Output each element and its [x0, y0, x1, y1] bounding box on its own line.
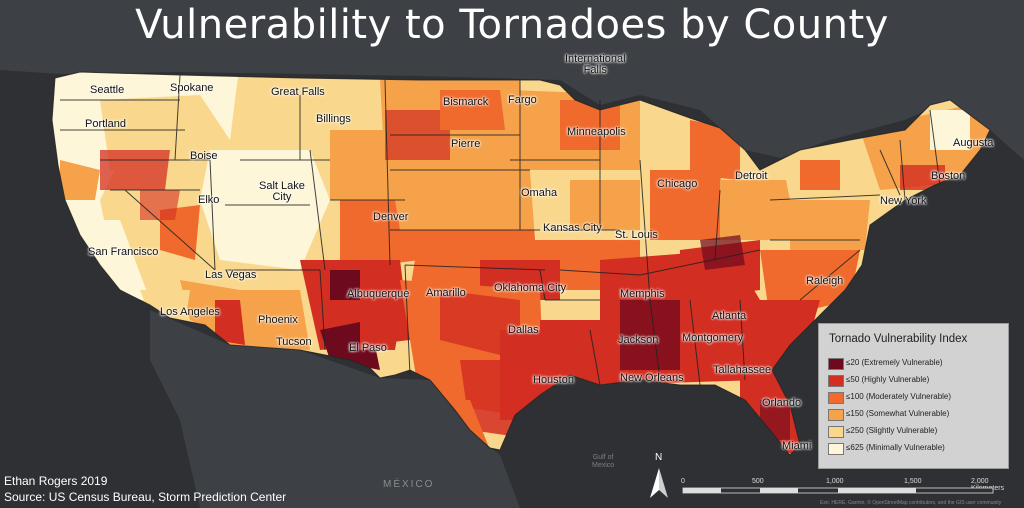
city-label-pierre: Pierre	[451, 138, 481, 150]
city-label-miami: Miami	[782, 440, 812, 452]
mexico-label: MÉXICO	[383, 479, 435, 490]
city-label-salt-lake-city: Salt Lake City	[259, 180, 305, 203]
city-label-tucson: Tucson	[276, 336, 312, 348]
city-label-dallas: Dallas	[508, 324, 539, 336]
city-label-billings: Billings	[316, 113, 351, 125]
scale-tick-1500: 1,500	[904, 478, 922, 485]
city-label-boise: Boise	[190, 150, 218, 162]
legend: Tornado Vulnerability Index ≤20 (Extreme…	[818, 323, 1009, 469]
legend-swatch-minimal	[828, 443, 844, 455]
city-label-st-louis: St. Louis	[615, 229, 658, 241]
city-label-boston: Boston	[931, 170, 966, 182]
source-credit: Source: US Census Bureau, Storm Predicti…	[4, 490, 287, 504]
city-label-el-paso: El Paso	[349, 342, 387, 354]
city-label-jackson: Jackson	[618, 334, 659, 346]
city-label-great-falls: Great Falls	[271, 86, 325, 98]
city-label-phoenix: Phoenix	[258, 314, 298, 326]
legend-swatch-moderate	[828, 392, 844, 404]
city-label-chicago: Chicago	[657, 178, 698, 190]
legend-title: Tornado Vulnerability Index	[829, 333, 968, 345]
city-label-seattle: Seattle	[90, 84, 125, 96]
city-label-san-francisco: San Francisco	[88, 246, 159, 258]
city-label-amarillo: Amarillo	[426, 287, 466, 299]
city-label-tallahassee: Tallahassee	[713, 364, 772, 376]
scale-tick-1000: 1,000	[826, 478, 844, 485]
city-label-los-angeles: Los Angeles	[160, 306, 220, 318]
city-label-omaha: Omaha	[521, 187, 558, 199]
city-label-kansas-city: Kansas City	[543, 222, 602, 234]
scale-tick-0: 0	[681, 478, 685, 485]
city-label-spokane: Spokane	[170, 82, 214, 94]
scale-bar-graphic	[682, 487, 994, 494]
city-label-augusta: Augusta	[953, 137, 994, 149]
city-label-memphis: Memphis	[620, 288, 665, 300]
legend-label-minimal: ≤625 (Minimally Vulnerable)	[846, 443, 945, 452]
city-label-albuquerque: Albuquerque	[347, 288, 410, 300]
legend-swatch-slight	[828, 426, 844, 438]
state-borders	[51, 71, 991, 456]
city-label-portland: Portland	[85, 118, 126, 130]
city-label-fargo: Fargo	[508, 94, 537, 106]
city-label-las-vegas: Las Vegas	[205, 269, 257, 281]
map-attribution: Esri, HERE, Garmin, © OpenStreetMap cont…	[820, 500, 1002, 506]
city-label-raleigh: Raleigh	[806, 275, 844, 287]
city-label-new-orleans: New Orleans	[620, 372, 684, 384]
legend-swatch-extreme	[828, 358, 844, 370]
city-label-houston: Houston	[533, 374, 574, 386]
scale-bar: 0 500 1,000 1,500 2,000 Kilometers	[678, 478, 1018, 502]
legend-swatch-high	[828, 375, 844, 387]
map-title: Vulnerability to Tornadoes by County	[135, 2, 889, 48]
city-label-international-falls: International Falls	[565, 53, 626, 76]
north-label: N	[655, 452, 663, 463]
legend-label-moderate: ≤100 (Moderately Vulnerable)	[846, 392, 952, 401]
legend-label-somewhat: ≤150 (Somewhat Vulnerable)	[846, 409, 950, 418]
city-label-elko: Elko	[198, 194, 220, 206]
gulf-of-mexico-label: Gulf of Mexico	[592, 454, 615, 469]
city-label-orlando: Orlando	[762, 397, 802, 409]
city-label-bismarck: Bismarck	[443, 96, 489, 108]
legend-label-slight: ≤250 (Slightly Vulnerable)	[846, 426, 938, 435]
city-label-denver: Denver	[373, 211, 409, 223]
city-label-oklahoma-city: Oklahoma City	[494, 282, 567, 294]
city-label-new-york: New York	[880, 195, 927, 207]
city-label-detroit: Detroit	[735, 170, 768, 182]
author-credit: Ethan Rogers 2019	[4, 474, 108, 488]
city-label-atlanta: Atlanta	[712, 310, 747, 322]
city-label-montgomery: Montgomery	[682, 332, 744, 344]
north-arrow-icon	[650, 468, 668, 498]
scale-tick-500: 500	[752, 478, 764, 485]
north-arrow: N	[646, 452, 672, 502]
legend-label-extreme: ≤20 (Extremely Vulnerable)	[846, 358, 943, 367]
legend-label-high: ≤50 (Highly Vulnerable)	[846, 375, 930, 384]
city-label-minneapolis: Minneapolis	[567, 126, 626, 138]
canada-landmass	[0, 0, 1024, 160]
legend-swatch-somewhat	[828, 409, 844, 421]
mexico-landmass	[150, 310, 520, 508]
